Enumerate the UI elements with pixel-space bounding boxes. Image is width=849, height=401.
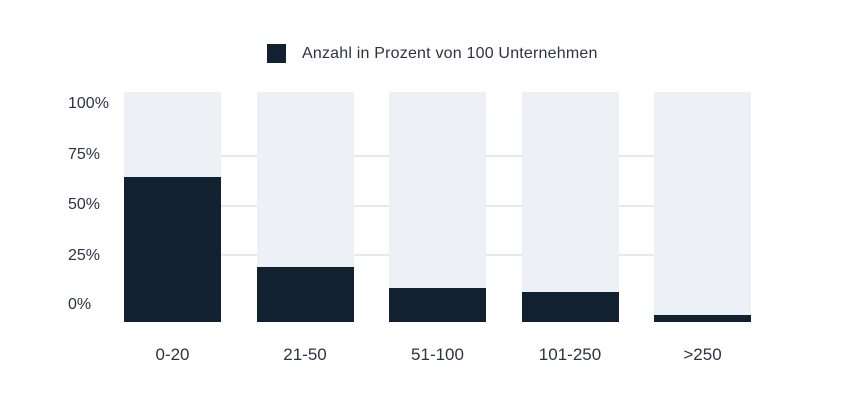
bar->250 — [654, 315, 751, 322]
bar-101-250 — [521, 292, 619, 322]
bar-track-101-250 — [521, 92, 619, 322]
y-tick-label: 75% — [68, 146, 101, 163]
x-tick-label: 101-250 — [538, 345, 602, 364]
y-tick-label: 100% — [68, 95, 109, 112]
y-tick-label: 50% — [68, 196, 101, 213]
bar-track-51-100 — [389, 92, 486, 322]
y-tick-label: 25% — [68, 247, 101, 264]
x-tick-label: 21-50 — [283, 345, 327, 364]
y-tick-label: 0% — [68, 296, 92, 313]
bar-51-100 — [389, 288, 486, 322]
chart-legend: Anzahl in Prozent von 100 Unternehmen — [267, 44, 598, 63]
x-tick-label: 51-100 — [411, 345, 464, 364]
x-tick-label: 0-20 — [155, 345, 190, 364]
bar-0-20 — [124, 177, 221, 322]
x-tick-label: >250 — [683, 345, 722, 364]
bar-track->250 — [654, 92, 751, 322]
bar-21-50 — [256, 267, 354, 322]
legend-swatch-icon — [267, 44, 286, 63]
legend-label: Anzahl in Prozent von 100 Unternehmen — [302, 44, 598, 62]
